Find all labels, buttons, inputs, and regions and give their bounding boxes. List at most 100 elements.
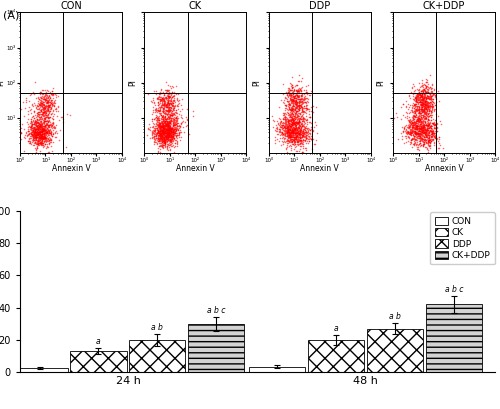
Point — [36, 119, 44, 126]
Point — [292, 98, 300, 105]
Point — [171, 122, 179, 128]
Point — [300, 133, 308, 140]
Point — [44, 94, 52, 100]
Point — [154, 134, 162, 141]
Point — [41, 131, 49, 138]
Point — [39, 127, 47, 134]
Point — [414, 135, 422, 141]
Point — [174, 123, 182, 129]
Point — [32, 134, 40, 141]
Point — [155, 130, 163, 137]
Point — [28, 120, 36, 127]
Point — [430, 86, 438, 93]
Point — [38, 106, 46, 112]
Point — [415, 116, 423, 123]
Point — [40, 127, 48, 133]
Point — [158, 136, 166, 142]
Point — [282, 91, 290, 97]
Point — [295, 106, 303, 113]
Point — [290, 139, 298, 145]
Point — [290, 133, 298, 140]
Point — [424, 94, 432, 100]
Point — [48, 133, 56, 140]
Point — [414, 110, 422, 117]
Point — [294, 120, 302, 126]
Point — [159, 131, 167, 137]
Point — [296, 105, 304, 111]
Point — [290, 125, 298, 131]
Point — [419, 124, 427, 130]
Point — [278, 122, 286, 128]
Point — [172, 94, 180, 101]
Point — [292, 86, 300, 93]
Point — [290, 106, 298, 112]
Point — [41, 124, 49, 130]
Point — [292, 107, 300, 114]
Point — [162, 134, 170, 141]
Bar — [70, 351, 126, 372]
Point — [406, 119, 414, 126]
Point — [426, 122, 434, 129]
Point — [294, 131, 302, 138]
Point — [296, 124, 304, 130]
Point — [412, 123, 420, 130]
Point — [177, 114, 185, 121]
Point — [412, 103, 420, 109]
Point — [154, 107, 162, 114]
Point — [272, 117, 280, 124]
Point — [418, 102, 426, 108]
Point — [412, 126, 420, 133]
Point — [418, 89, 426, 95]
Point — [144, 125, 152, 131]
Point — [288, 91, 296, 97]
Point — [298, 101, 306, 108]
Point — [39, 101, 47, 107]
Point — [157, 128, 165, 135]
Point — [33, 134, 41, 141]
Point — [420, 95, 428, 101]
Point — [418, 96, 426, 102]
Point — [411, 125, 419, 131]
Point — [38, 124, 46, 130]
Point — [294, 133, 302, 140]
Point — [279, 139, 287, 145]
Point — [166, 98, 174, 104]
Point — [156, 131, 164, 137]
Point — [282, 116, 290, 122]
Point — [292, 129, 300, 136]
Point — [409, 124, 417, 130]
Point — [286, 106, 294, 112]
Point — [160, 123, 168, 130]
Point — [284, 85, 292, 92]
Point — [162, 138, 170, 144]
Point — [36, 130, 44, 137]
Point — [173, 96, 181, 102]
Point — [414, 144, 422, 150]
Point — [406, 102, 414, 109]
Point — [418, 124, 426, 131]
Point — [282, 122, 290, 129]
Point — [422, 126, 430, 132]
Point — [415, 92, 423, 98]
Point — [34, 139, 42, 146]
Point — [426, 137, 434, 144]
Point — [419, 88, 427, 94]
Point — [403, 124, 411, 130]
Point — [164, 100, 172, 107]
Point — [162, 117, 170, 124]
Point — [166, 97, 174, 103]
Point — [34, 122, 42, 129]
Point — [291, 83, 299, 90]
Point — [164, 121, 172, 128]
Point — [46, 89, 54, 95]
Point — [148, 131, 156, 137]
Point — [409, 119, 417, 126]
Point — [288, 141, 296, 147]
Point — [169, 123, 177, 130]
Point — [420, 97, 428, 104]
Point — [24, 128, 32, 134]
Point — [155, 130, 163, 137]
Point — [158, 133, 166, 139]
Point — [38, 128, 46, 134]
Point — [284, 117, 292, 124]
